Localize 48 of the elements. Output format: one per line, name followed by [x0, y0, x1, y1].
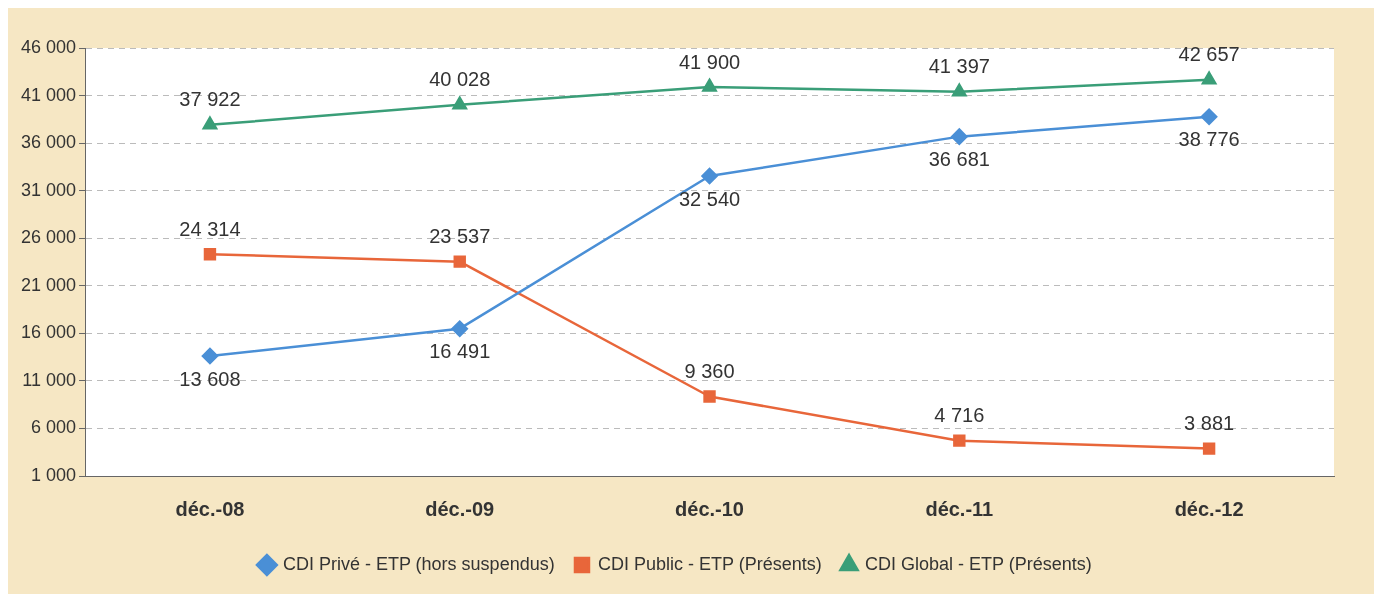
data-label: 16 491 [429, 340, 491, 363]
y-tick-label: 11 000 [22, 369, 77, 390]
data-label: 13 608 [179, 367, 241, 390]
x-tick-label: déc.-08 [175, 497, 245, 520]
data-label: 41 397 [928, 55, 990, 78]
data-label: 41 900 [678, 50, 741, 73]
x-tick-label: déc.-09 [425, 497, 495, 520]
data-label: 9 360 [684, 360, 735, 382]
point [1200, 108, 1218, 125]
y-tick-label: 36 000 [20, 132, 77, 153]
data-label: 4 716 [934, 404, 985, 427]
data-label: 23 537 [429, 225, 491, 248]
point [953, 434, 966, 447]
data-label: 3 881 [1184, 412, 1235, 435]
x-tick-label: déc.-11 [925, 497, 994, 520]
y-tick-label: 26 000 [20, 227, 77, 248]
y-tick-label: 16 000 [20, 322, 77, 343]
data-label: 38 776 [1178, 128, 1240, 151]
point [703, 390, 716, 403]
point [451, 320, 468, 337]
x-tick-label: déc.-10 [675, 497, 744, 520]
point [702, 78, 717, 92]
x-tick-label: déc.-12 [1174, 497, 1244, 520]
point [701, 167, 718, 185]
point [951, 128, 968, 145]
data-label: 36 681 [928, 148, 990, 171]
point [201, 347, 219, 365]
y-tick-label: 46 000 [20, 36, 77, 57]
data-label: 42 657 [1178, 43, 1240, 66]
y-tick-label: 21 000 [20, 274, 77, 295]
point [452, 96, 468, 110]
data-label: 32 540 [678, 187, 741, 210]
data-label: 37 922 [179, 88, 241, 111]
legend-label: CDI Public - ETP (Présents) [597, 553, 822, 574]
point [453, 255, 466, 268]
legend-label: CDI Privé - ETP (hors suspendus) [282, 553, 555, 574]
legend-label: CDI Global - ETP (Présents) [865, 553, 1092, 574]
point [203, 248, 217, 261]
y-tick-label: 41 000 [20, 84, 77, 105]
point [1202, 442, 1216, 455]
y-tick-label: 31 000 [20, 179, 77, 200]
data-label: 40 028 [429, 68, 491, 91]
point [202, 116, 218, 130]
point [952, 83, 967, 97]
data-label: 24 314 [179, 217, 241, 240]
y-tick-label: 6 000 [31, 417, 77, 438]
point [1201, 71, 1217, 85]
y-tick-label: 1 000 [31, 464, 77, 485]
